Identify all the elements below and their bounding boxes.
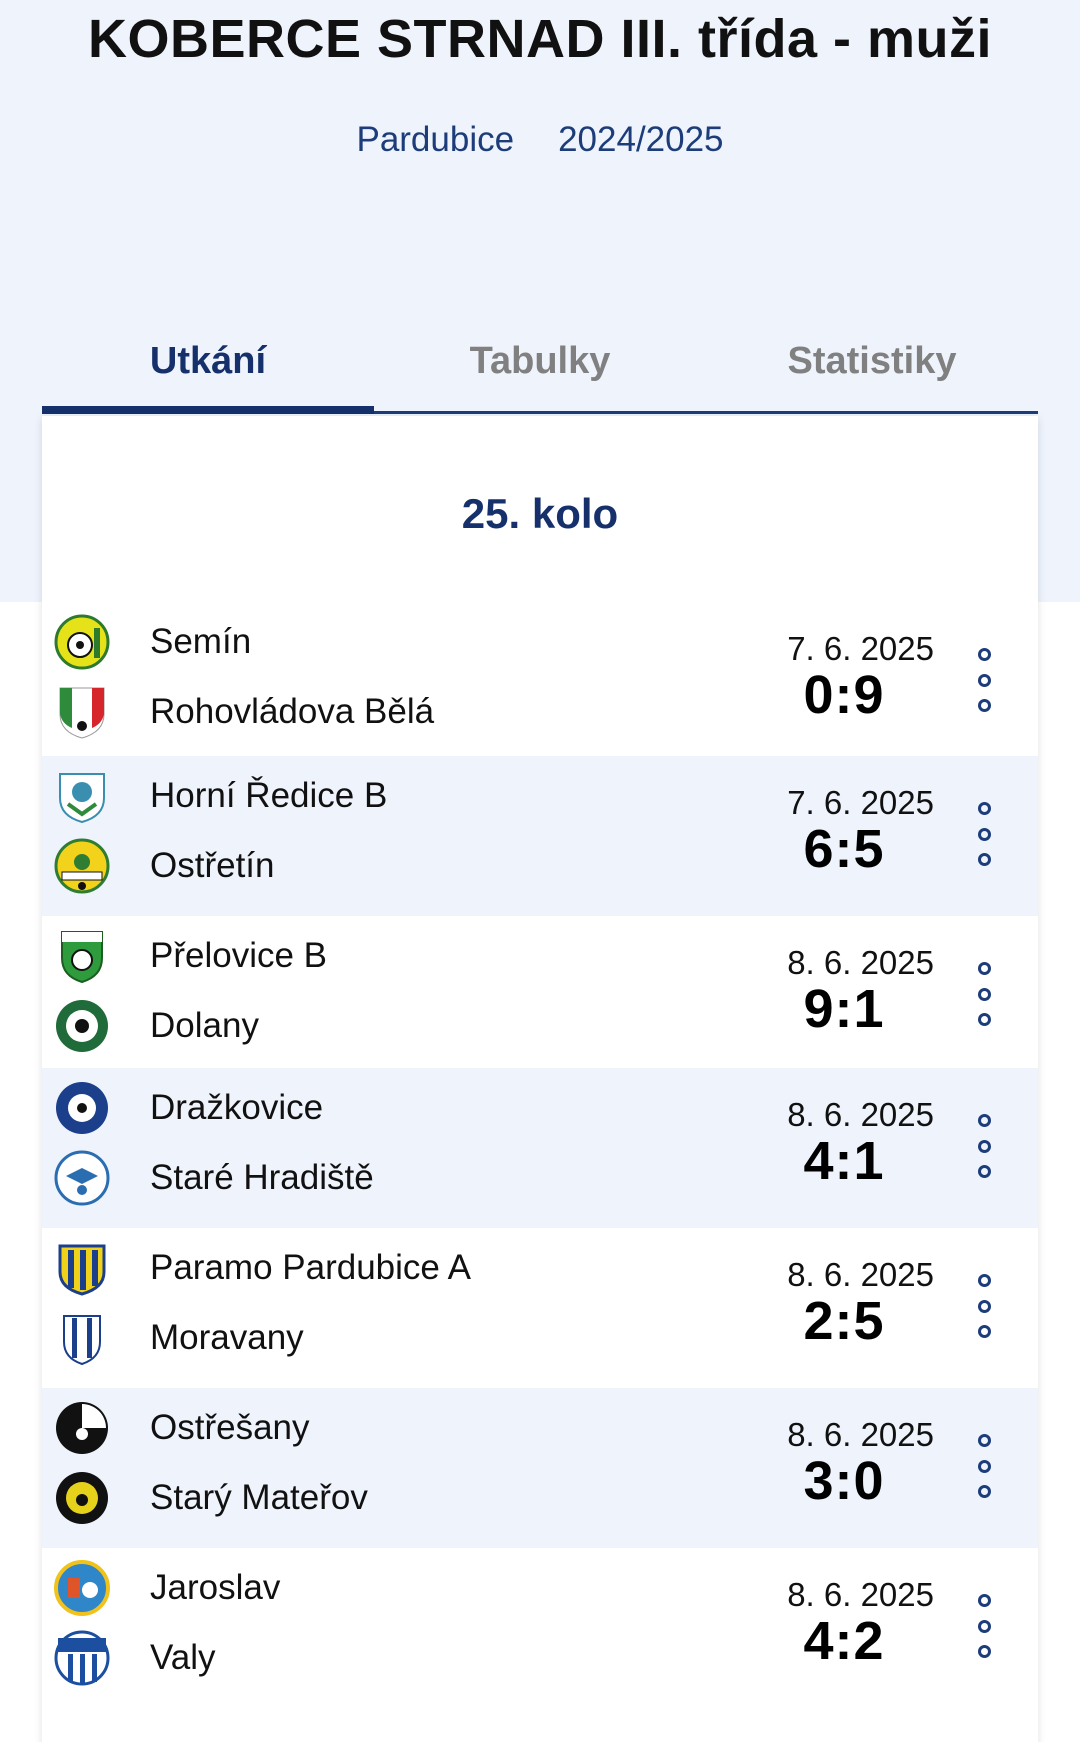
home-team: Dražkovice [54,1078,323,1138]
team-crest-icon [56,1000,108,1052]
match-row[interactable]: Ostřešany Starý Mateřov 8. 6. 2025 3:0 [42,1388,1038,1548]
season-selector[interactable]: 2024/2025 [558,120,724,159]
more-vertical-icon[interactable] [976,802,992,866]
match-row[interactable]: Dražkovice Staré Hradiště 8. 6. 2025 4:1 [42,1068,1038,1228]
away-team-name: Moravany [150,1318,304,1357]
match-date: 8. 6. 2025 [787,1416,934,1453]
team-crest-icon [54,614,110,670]
more-vertical-icon[interactable] [976,1594,992,1658]
tab-statistiky[interactable]: Statistiky [787,340,957,382]
match-date: 8. 6. 2025 [787,1096,934,1133]
team-crest-icon [54,1630,110,1686]
match-row[interactable]: Jaroslav Valy 8. 6. 2025 4:2 [42,1548,1038,1708]
match-score: 2:5 [803,1291,885,1351]
away-team-name: Staré Hradiště [150,1158,374,1197]
home-team-name: Jaroslav [150,1568,281,1607]
match-date: 7. 6. 2025 [787,630,934,667]
match-list-card: 25. kolo Semín Rohovládova Bělá 7. 6. 20… [42,416,1038,1742]
team-crest-icon [56,1472,108,1524]
team-crest-icon [59,687,105,739]
team-crest-icon [59,773,105,824]
team-crest-icon [61,931,103,984]
home-team: Ostřešany [54,1398,310,1458]
more-vertical-icon[interactable] [976,1114,992,1178]
match-date: 8. 6. 2025 [787,1256,934,1293]
match-date: 8. 6. 2025 [787,1576,934,1613]
team-crest-icon [54,838,110,894]
competition-meta: Pardubice 2024/2025 [0,120,1080,160]
team-crest-icon [56,1402,108,1454]
team-crest-icon [54,1150,110,1206]
tab-tabulky[interactable]: Tabulky [469,340,611,382]
home-team-name: Dražkovice [150,1088,324,1127]
more-vertical-icon[interactable] [976,1434,992,1498]
home-team-name: Horní Ředice B [150,776,388,815]
home-team: Semín [54,612,251,672]
match-score: 4:2 [803,1611,885,1671]
match-date: 7. 6. 2025 [787,784,934,821]
region-link[interactable]: Pardubice [356,120,515,159]
match-score: 3:0 [803,1451,885,1511]
match-score: 6:5 [803,819,885,879]
match-row[interactable]: Přelovice B Dolany 8. 6. 2025 9:1 [42,916,1038,1076]
away-team-name: Dolany [150,1006,259,1045]
away-team: Rohovládova Bělá [54,682,434,742]
match-score: 9:1 [803,979,885,1039]
away-team: Moravany [54,1308,304,1368]
away-team-name: Rohovládova Bělá [150,692,435,731]
home-team-name: Přelovice B [150,936,328,975]
tab-bar: Utkání Tabulky Statistiky [42,330,1038,414]
more-vertical-icon[interactable] [976,648,992,712]
match-row[interactable]: Paramo Pardubice A Moravany 8. 6. 2025 2… [42,1228,1038,1388]
match-row[interactable]: Horní Ředice B Ostřetín 7. 6. 2025 6:5 [42,756,1038,916]
home-team: Přelovice B [54,926,327,986]
match-score: 4:1 [803,1131,885,1191]
home-team-name: Ostřešany [150,1408,310,1447]
away-team: Starý Mateřov [54,1468,368,1528]
match-score: 0:9 [803,665,885,725]
away-team: Valy [54,1628,216,1688]
home-team: Paramo Pardubice A [54,1238,471,1298]
home-team: Jaroslav [54,1558,280,1618]
away-team-name: Valy [150,1638,216,1677]
home-team: Horní Ředice B [54,766,387,826]
match-date: 8. 6. 2025 [787,944,934,981]
team-crest-icon [56,1082,108,1134]
away-team: Dolany [54,996,259,1056]
away-team: Ostřetín [54,836,274,896]
team-crest-icon [58,1244,106,1296]
away-team: Staré Hradiště [54,1148,374,1208]
match-row[interactable]: Semín Rohovládova Bělá 7. 6. 2025 0:9 [42,602,1038,762]
more-vertical-icon[interactable] [976,962,992,1026]
home-team-name: Semín [150,622,252,661]
competition-title: KOBERCE STRNAD III. třída - muži [87,9,993,69]
team-crest-icon [54,1560,110,1616]
away-team-name: Ostřetín [150,846,275,885]
more-vertical-icon[interactable] [976,1274,992,1338]
away-team-name: Starý Mateřov [150,1478,368,1517]
home-team-name: Paramo Pardubice A [150,1248,472,1287]
round-title: 25. kolo [461,490,619,537]
tab-utkani[interactable]: Utkání [42,330,374,414]
team-crest-icon [63,1315,101,1366]
